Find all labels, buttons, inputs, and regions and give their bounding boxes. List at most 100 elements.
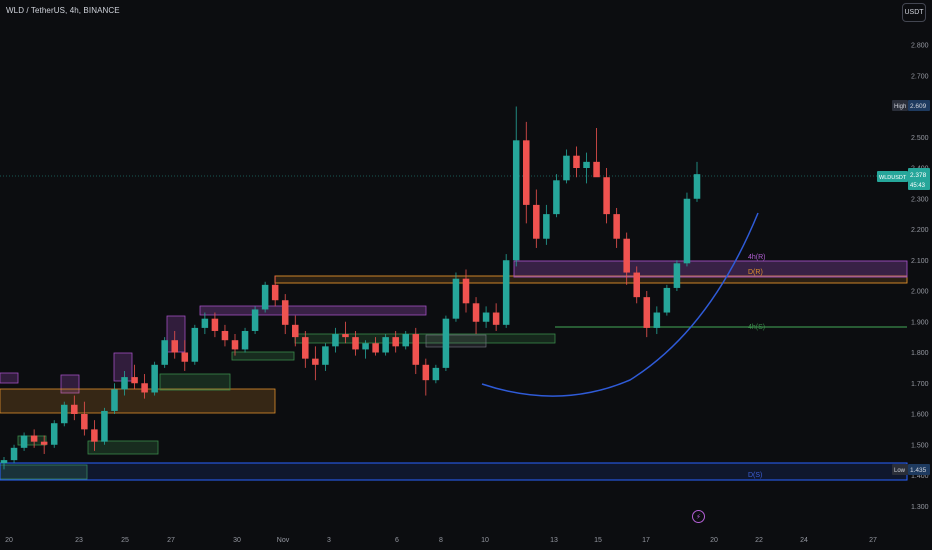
blue-zone-ds bbox=[0, 462, 908, 481]
time-axis[interactable]: 20 23 25 27 30 Nov 3 6 8 10 13 15 17 20 22 24 27 bbox=[5, 537, 877, 544]
candle-body bbox=[462, 278, 470, 304]
candle-body bbox=[633, 272, 641, 298]
label-4h-s: 4h(S) bbox=[748, 324, 765, 331]
candle bbox=[462, 269, 470, 313]
y-tick-label: 1.700 bbox=[911, 381, 929, 388]
candle-body bbox=[382, 337, 389, 353]
candle-body bbox=[693, 174, 701, 199]
symbol-header[interactable]: WLD / TetherUS, 4h, BINANCE bbox=[6, 6, 120, 15]
candle-body bbox=[663, 287, 671, 313]
candle-body bbox=[241, 330, 249, 350]
candle-body bbox=[71, 404, 78, 414]
label-d-s: D(S) bbox=[748, 472, 762, 479]
candle bbox=[271, 275, 279, 307]
candle bbox=[362, 340, 369, 359]
candle-body bbox=[0, 460, 8, 464]
candle-body bbox=[40, 441, 48, 445]
candle-body bbox=[20, 435, 28, 448]
candle bbox=[553, 174, 560, 218]
candle bbox=[322, 343, 329, 371]
candle-body bbox=[402, 334, 410, 347]
candle-body bbox=[271, 284, 279, 301]
candle bbox=[161, 337, 168, 368]
candle bbox=[60, 401, 68, 427]
candle bbox=[151, 361, 158, 396]
low-value: 1.435 bbox=[910, 467, 927, 474]
y-tick-label: 1.400 bbox=[911, 473, 929, 480]
candle bbox=[101, 407, 108, 445]
candle-body bbox=[161, 340, 168, 365]
candle-body bbox=[291, 324, 299, 338]
candle-body bbox=[502, 260, 510, 325]
x-tick-label: 27 bbox=[869, 537, 877, 544]
label-4h-r: 4h(R) bbox=[748, 254, 766, 261]
candle-body bbox=[221, 330, 229, 341]
candle-body bbox=[623, 238, 630, 273]
candle bbox=[81, 401, 88, 436]
x-tick-label: 15 bbox=[594, 537, 602, 544]
candle bbox=[522, 121, 530, 224]
candle-body bbox=[101, 410, 108, 442]
current-symbol-box bbox=[877, 171, 908, 182]
high-tag: High 2.609 bbox=[892, 100, 930, 111]
x-tick-label: 20 bbox=[710, 537, 718, 544]
green-zone-left-2 bbox=[87, 440, 159, 455]
candle-body bbox=[512, 140, 520, 261]
candle-body bbox=[50, 423, 58, 445]
candle bbox=[492, 303, 500, 331]
candle-body bbox=[60, 404, 68, 424]
x-tick-label: 17 bbox=[642, 537, 650, 544]
candle bbox=[121, 370, 128, 396]
x-tick-label: 10 bbox=[481, 537, 489, 544]
candle bbox=[332, 327, 339, 353]
x-tick-label: 27 bbox=[167, 537, 175, 544]
candle-body bbox=[231, 340, 239, 350]
candle bbox=[613, 207, 620, 248]
candles-layer bbox=[0, 106, 701, 470]
candle-body bbox=[522, 140, 530, 205]
lightning-icon[interactable]: ⚡ bbox=[692, 510, 705, 523]
y-tick-label: 2.800 bbox=[911, 43, 929, 50]
candle-body bbox=[563, 155, 570, 181]
candle bbox=[50, 420, 58, 448]
candle bbox=[0, 457, 8, 470]
candle-body bbox=[472, 303, 480, 322]
y-tick-label: 2.500 bbox=[911, 135, 929, 142]
candle-body bbox=[543, 214, 550, 239]
candle-body bbox=[151, 364, 158, 393]
currency-badge[interactable]: USDT bbox=[902, 3, 926, 22]
purple-zone-4hr bbox=[513, 260, 908, 278]
candle bbox=[543, 204, 550, 245]
candle-body bbox=[131, 377, 138, 384]
candle bbox=[211, 312, 219, 338]
high-value-box bbox=[908, 100, 930, 111]
candle-body bbox=[81, 414, 88, 430]
y-tick-label: 1.300 bbox=[911, 504, 929, 511]
candle bbox=[251, 306, 259, 335]
purple-zone-mid-1 bbox=[113, 352, 133, 382]
x-tick-label: 13 bbox=[550, 537, 558, 544]
candle bbox=[683, 192, 691, 267]
current-price-tag: WLDUSDT 2.378 45:43 bbox=[877, 168, 930, 190]
y-tick-label: 1.500 bbox=[911, 442, 929, 449]
candle-body bbox=[312, 358, 319, 365]
candle bbox=[432, 364, 440, 384]
x-tick-label: 30 bbox=[233, 537, 241, 544]
candle bbox=[30, 429, 38, 448]
candle bbox=[131, 364, 138, 390]
low-tag: Low 1.435 bbox=[892, 464, 930, 475]
candle bbox=[502, 254, 510, 328]
y-tick-label: 2.000 bbox=[911, 289, 929, 296]
candle-body bbox=[91, 429, 98, 442]
candle bbox=[603, 168, 610, 224]
y-tick-label: 2.300 bbox=[911, 196, 929, 203]
high-label: High bbox=[894, 104, 906, 110]
candle bbox=[342, 321, 349, 344]
y-tick-label: 2.700 bbox=[911, 73, 929, 80]
candle bbox=[653, 306, 661, 335]
candle bbox=[663, 284, 671, 316]
candle bbox=[181, 340, 189, 371]
grey-zone-mid bbox=[425, 334, 487, 348]
current-value-box bbox=[908, 168, 930, 190]
